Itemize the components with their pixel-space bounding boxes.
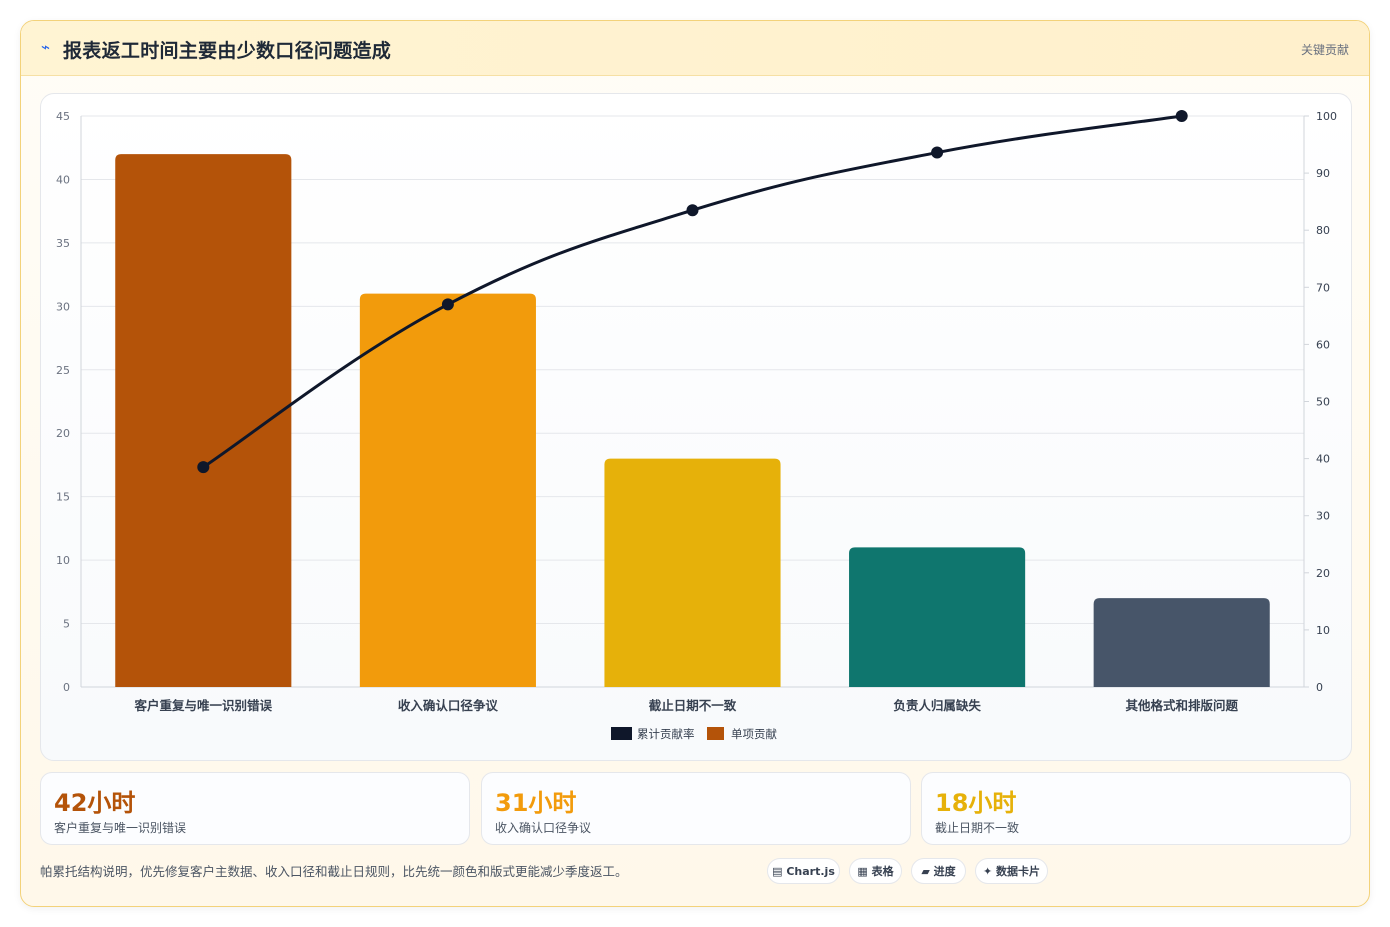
- tag-label: 进度: [933, 865, 956, 878]
- x-tick-label: 负责人归属缺失: [893, 698, 981, 713]
- lightning-icon: ⌁: [41, 38, 51, 56]
- line-point: [441, 298, 454, 311]
- chart-icon: ▤: [772, 865, 783, 878]
- x-tick-label: 收入确认口径争议: [398, 698, 499, 713]
- pareto-chart: 0 5 10 15 20 25 30 35 40 45 0 10 20 30 40 50 60 70 80 90 100…: [56, 110, 1337, 741]
- chart-card: 0 5 10 15 20 25 30 35 40 45 0 10 20 30 40 50 60 70 80 90 100…: [40, 93, 1352, 761]
- stat-value: 31小时: [495, 789, 577, 817]
- tag-label: 数据卡片: [996, 865, 1041, 878]
- stat-card-3: 18小时 截止日期不一致: [921, 772, 1351, 845]
- bar: [849, 547, 1026, 687]
- report-card: ⌁ 报表返工时间主要由少数口径问题造成 关键贡献 0 5 10 15 20 25 30 35 4…: [20, 20, 1370, 907]
- legend-swatch-single: [707, 727, 724, 740]
- card-header: ⌁ 报表返工时间主要由少数口径问题造成 关键贡献: [21, 21, 1369, 76]
- tag-label: Chart.js: [786, 865, 835, 878]
- header-badge: 关键贡献: [1300, 43, 1349, 57]
- y-right-tick-label: 10: [1316, 624, 1330, 637]
- tag-label: 表格: [871, 865, 894, 878]
- progress-icon: ▰: [921, 865, 930, 878]
- tag-progress[interactable]: ▰ 进度: [911, 858, 966, 884]
- y-right-tick-label: 70: [1316, 281, 1330, 294]
- y-right-tick-label: 90: [1316, 167, 1330, 180]
- line-point: [686, 204, 699, 217]
- stat-label: 客户重复与唯一识别错误: [54, 821, 187, 835]
- line-point: [931, 146, 944, 159]
- y-right-tick-label: 50: [1316, 396, 1330, 409]
- y-left-tick-label: 30: [56, 300, 70, 313]
- page-title: 报表返工时间主要由少数口径问题造成: [63, 40, 392, 62]
- table-icon: ▦: [857, 865, 868, 878]
- stat-value: 42小时: [54, 789, 136, 817]
- tag-data-card[interactable]: ✦ 数据卡片: [975, 858, 1048, 884]
- y-left-tick-label: 35: [56, 237, 70, 250]
- y-left-tick-label: 20: [56, 427, 70, 440]
- x-tick-label: 截止日期不一致: [649, 698, 737, 713]
- y-right-tick-label: 20: [1316, 567, 1330, 580]
- cumulative-line: [202, 114, 1182, 469]
- legend-swatch-cumulative: [611, 727, 632, 740]
- y-left-tick-label: 25: [56, 364, 70, 377]
- bar: [359, 293, 536, 687]
- bar: [115, 154, 292, 688]
- y-right-tick-label: 100: [1316, 110, 1337, 123]
- y-left-tick-label: 0: [63, 681, 70, 694]
- y-left-tick-label: 10: [56, 554, 70, 567]
- y-right-tick-label: 80: [1316, 224, 1330, 237]
- y-right-tick-label: 0: [1316, 681, 1323, 694]
- y-left-tick-label: 40: [56, 173, 70, 186]
- line-point: [1175, 110, 1188, 122]
- y-right-tick-label: 30: [1316, 510, 1330, 523]
- stat-label: 截止日期不一致: [935, 821, 1020, 835]
- x-tick-label: 客户重复与唯一识别错误: [134, 698, 273, 713]
- stat-label: 收入确认口径争议: [495, 821, 592, 835]
- bar: [1093, 598, 1270, 687]
- sparkle-icon: ✦: [982, 865, 993, 878]
- stat-card-2: 31小时 收入确认口径争议: [481, 772, 911, 845]
- x-tick-label: 其他格式和排版问题: [1125, 698, 1238, 713]
- y-left-tick-label: 45: [56, 110, 70, 123]
- tag-table[interactable]: ▦ 表格: [849, 858, 902, 884]
- legend-label: 累计贡献率: [637, 727, 695, 741]
- y-right-tick-label: 40: [1316, 453, 1330, 466]
- stat-card-1: 42小时 客户重复与唯一识别错误: [40, 772, 470, 845]
- y-left-tick-label: 5: [63, 618, 70, 631]
- line-point: [197, 461, 210, 474]
- legend-label: 单项贡献: [731, 727, 777, 741]
- bar: [604, 458, 781, 687]
- tag-chartjs[interactable]: ▤ Chart.js: [767, 858, 840, 884]
- y-right-tick-label: 60: [1316, 338, 1330, 351]
- stat-value: 18小时: [935, 789, 1017, 817]
- y-left-tick-label: 15: [56, 491, 70, 504]
- footer-note: 帕累托结构说明，优先修复客户主数据、收入口径和截止日规则，比先统一颜色和版式更能…: [40, 864, 628, 879]
